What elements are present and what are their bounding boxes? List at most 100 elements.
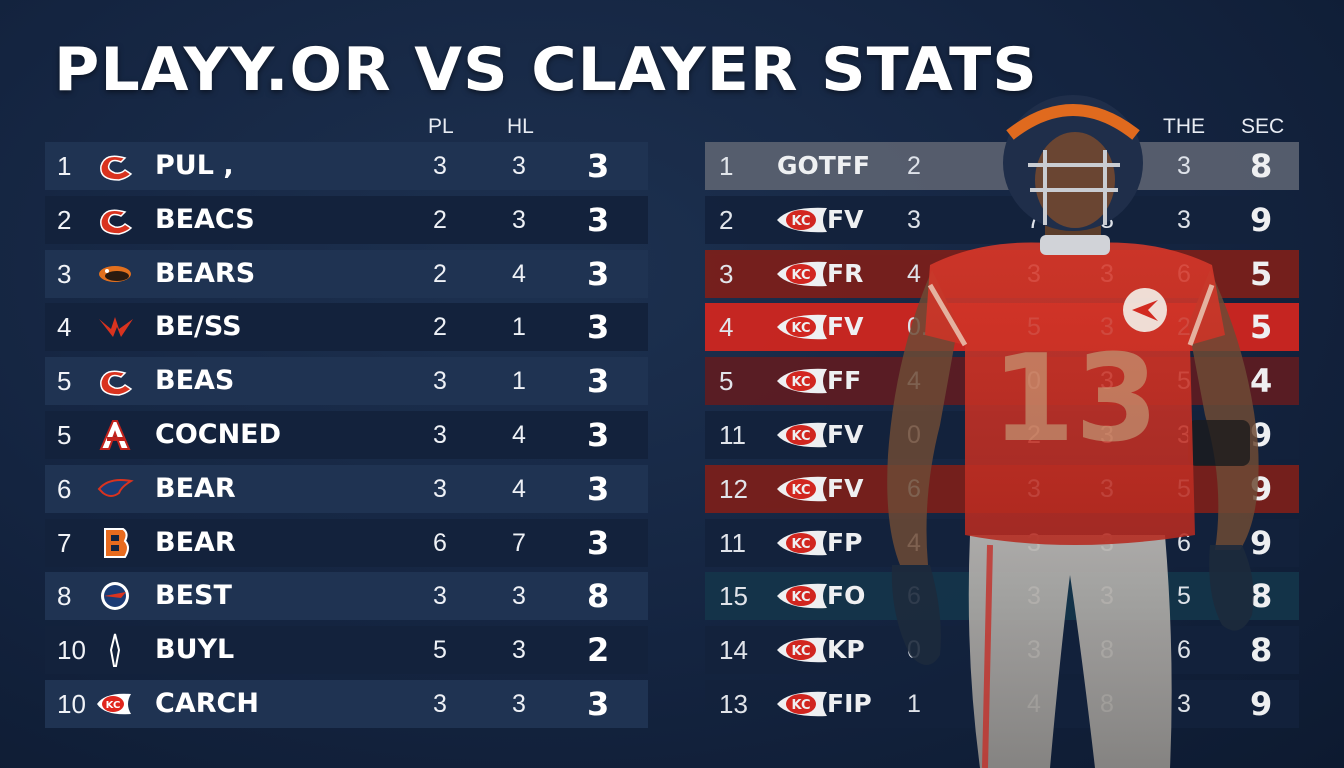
chiefs-arrowhead-logo-icon: KC xyxy=(777,637,827,663)
table-row: 2 KC FV 3 7 8 3 9 xyxy=(705,195,1299,244)
right-header-the: THE xyxy=(1163,115,1205,138)
rank-cell: 10 xyxy=(57,635,86,666)
the-cell: 5 xyxy=(1177,474,1191,503)
team-name: FP xyxy=(827,527,863,557)
pl-cell: 6 xyxy=(433,528,447,557)
rank-cell: 5 xyxy=(719,366,734,397)
pl-cell: 3 xyxy=(433,367,447,396)
score-cell: 3 xyxy=(587,254,610,293)
table-row: 5 BEAS 3 1 3 xyxy=(45,357,648,406)
fl-cell: 3 xyxy=(1100,367,1114,396)
pl-cell: 2 xyxy=(433,205,447,234)
team-name: BEAS xyxy=(155,365,235,397)
chiefs-arrowhead-logo-icon: KC xyxy=(777,584,827,609)
right-header-fs: FS xyxy=(1020,115,1047,138)
chiefs-arrowhead-logo-icon: KC xyxy=(775,580,829,612)
svg-text:KC: KC xyxy=(791,321,810,336)
a-cell: 3 xyxy=(907,205,921,234)
svg-text:KC: KC xyxy=(791,537,810,552)
sec-cell: 5 xyxy=(1250,308,1273,347)
chiefs-arrowhead-logo-icon: KC xyxy=(775,204,829,236)
team-name: BEST xyxy=(155,580,232,612)
chiefs-arrowhead-logo-icon: KC xyxy=(775,688,829,720)
the-cell: 3 xyxy=(1177,205,1191,234)
fl-cell: 3 xyxy=(1100,259,1114,288)
score-cell: 3 xyxy=(587,469,610,508)
hl-cell: 4 xyxy=(512,474,526,503)
svg-text:KC: KC xyxy=(791,590,810,605)
sec-cell: 4 xyxy=(1250,362,1273,401)
svg-text:KC: KC xyxy=(791,375,810,390)
fs-cell: 0 xyxy=(1027,367,1041,396)
fs-cell: 2 xyxy=(1027,421,1041,449)
chiefs-arrowhead-logo-icon: KC xyxy=(777,368,827,394)
spear-logo-icon xyxy=(95,632,135,668)
chiefs-arrowhead-logo-icon: KC xyxy=(775,365,829,397)
chiefs-arrowhead-logo-icon: KC xyxy=(775,527,829,559)
svg-text:KC: KC xyxy=(791,429,810,444)
team-name: FIP xyxy=(827,689,872,718)
chiefs-arrowhead-logo-icon: KC xyxy=(775,311,829,343)
pl-cell: 3 xyxy=(433,582,447,611)
rank-cell: 12 xyxy=(719,473,748,504)
fs-cell: 3 xyxy=(1027,636,1041,665)
bear-head-logo-icon xyxy=(95,256,135,292)
table-row: 14 KC KP 0 3 8 6 8 xyxy=(705,626,1299,675)
hl-cell: 4 xyxy=(512,259,526,288)
pl-cell: 3 xyxy=(433,690,447,718)
team-name: BEAR xyxy=(155,472,236,504)
team-name: BEACS xyxy=(155,203,255,235)
a-cell: 1 xyxy=(907,690,921,718)
fs-cell: 5 xyxy=(1027,313,1041,342)
chiefs-arrowhead-logo-icon: KC xyxy=(777,691,827,717)
a-crest-logo-icon xyxy=(95,417,135,453)
bears-c-logo-icon xyxy=(100,370,133,396)
chiefs-arrowhead-logo-icon: KC xyxy=(775,258,829,290)
left-header-pl: PL xyxy=(428,115,454,138)
right-header-fl: FL xyxy=(1099,115,1124,138)
bear-head-logo-icon xyxy=(99,265,131,282)
right-header-sec: SEC xyxy=(1241,115,1285,138)
table-row: 7 BEAR 6 7 3 xyxy=(45,518,648,567)
a-cell: 0. xyxy=(907,313,928,342)
pl-cell: 3 xyxy=(433,474,447,503)
fs-cell: 3 xyxy=(1027,474,1041,503)
pl-cell: 3 xyxy=(433,421,447,449)
table-row: 5 COCNED 3 4 3 xyxy=(45,411,648,459)
score-cell: 2 xyxy=(587,631,610,670)
rank-cell: 6 xyxy=(57,473,72,504)
score-cell: 3 xyxy=(587,147,610,185)
a-cell: 0 xyxy=(907,636,921,665)
table-row: 4 KC FV 0. 5 3 2 5 xyxy=(705,303,1299,352)
chiefs-arrowhead-logo-icon: KC xyxy=(775,634,829,666)
fs-cell: 3 xyxy=(1027,582,1041,611)
fl-cell: 3 xyxy=(1100,474,1114,503)
chiefs-arrowhead-logo-icon: KC xyxy=(97,693,131,715)
round-badge-logo-icon xyxy=(95,578,135,614)
rank-cell: 10 xyxy=(57,689,86,719)
team-name: BEAR xyxy=(155,526,236,558)
a-crest-logo-icon xyxy=(99,420,131,450)
team-name: COCNED xyxy=(155,419,282,450)
table-row: 13 KC FIP 1 4 8 3 9 xyxy=(705,680,1299,728)
table-row: 3 BEARS 2 4 3 xyxy=(45,249,648,298)
table-row: 3 KC FR 4 3 3 6 5 xyxy=(705,249,1299,298)
table-row: 1 GOTFF 2 5 3 3 8 xyxy=(705,142,1299,190)
a-cell: 4 xyxy=(907,528,921,557)
team-name: FV xyxy=(827,420,864,449)
fl-cell: 3 xyxy=(1100,528,1114,557)
bears-c-logo-icon xyxy=(100,209,133,235)
the-cell: 5 xyxy=(1177,367,1191,396)
the-cell: 6 xyxy=(1177,259,1191,288)
sec-cell: 8 xyxy=(1250,147,1273,185)
hl-cell: 3 xyxy=(512,205,526,234)
the-cell: 6 xyxy=(1177,528,1191,557)
fs-cell: 4 xyxy=(1027,690,1041,718)
sec-cell: 5 xyxy=(1250,254,1273,293)
fl-cell: 8 xyxy=(1100,636,1114,665)
table-row: 12 KC FV 6 3 3 5 9 xyxy=(705,464,1299,513)
table-row: 5 KC FF 4 0 3 5 4 xyxy=(705,357,1299,406)
rank-cell: 3 xyxy=(57,258,72,289)
rank-cell: 2 xyxy=(719,204,734,235)
table-row: 11 KC FP 4 3 3 6 9 xyxy=(705,518,1299,567)
